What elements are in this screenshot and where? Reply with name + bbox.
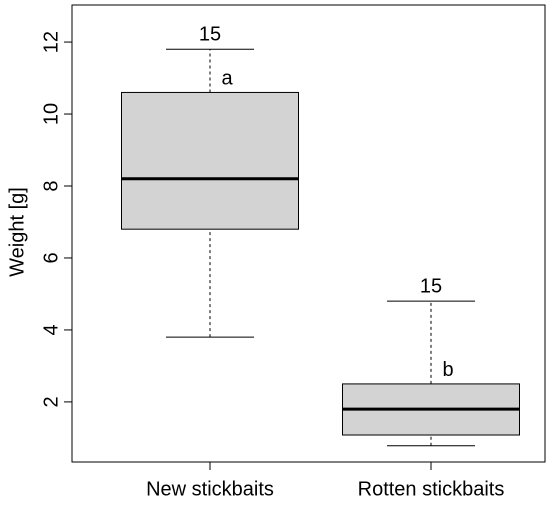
count-label: 15 [199,24,221,46]
y-tick-label: 12 [40,31,62,53]
y-tick-label: 2 [40,396,62,407]
x-tick-label: New stickbaits [146,478,274,500]
y-tick-label: 4 [40,324,62,335]
plot-frame [71,4,546,463]
y-axis-title: Weight [g] [6,187,28,277]
count-label: 15 [420,275,442,297]
group-letter: a [221,68,233,90]
group-letter: b [442,359,453,381]
x-tick-label: Rotten stickbaits [358,478,505,500]
box [121,91,299,230]
y-tick-label: 8 [40,180,62,191]
y-tick-label: 10 [40,103,62,125]
y-tick-label: 6 [40,252,62,263]
